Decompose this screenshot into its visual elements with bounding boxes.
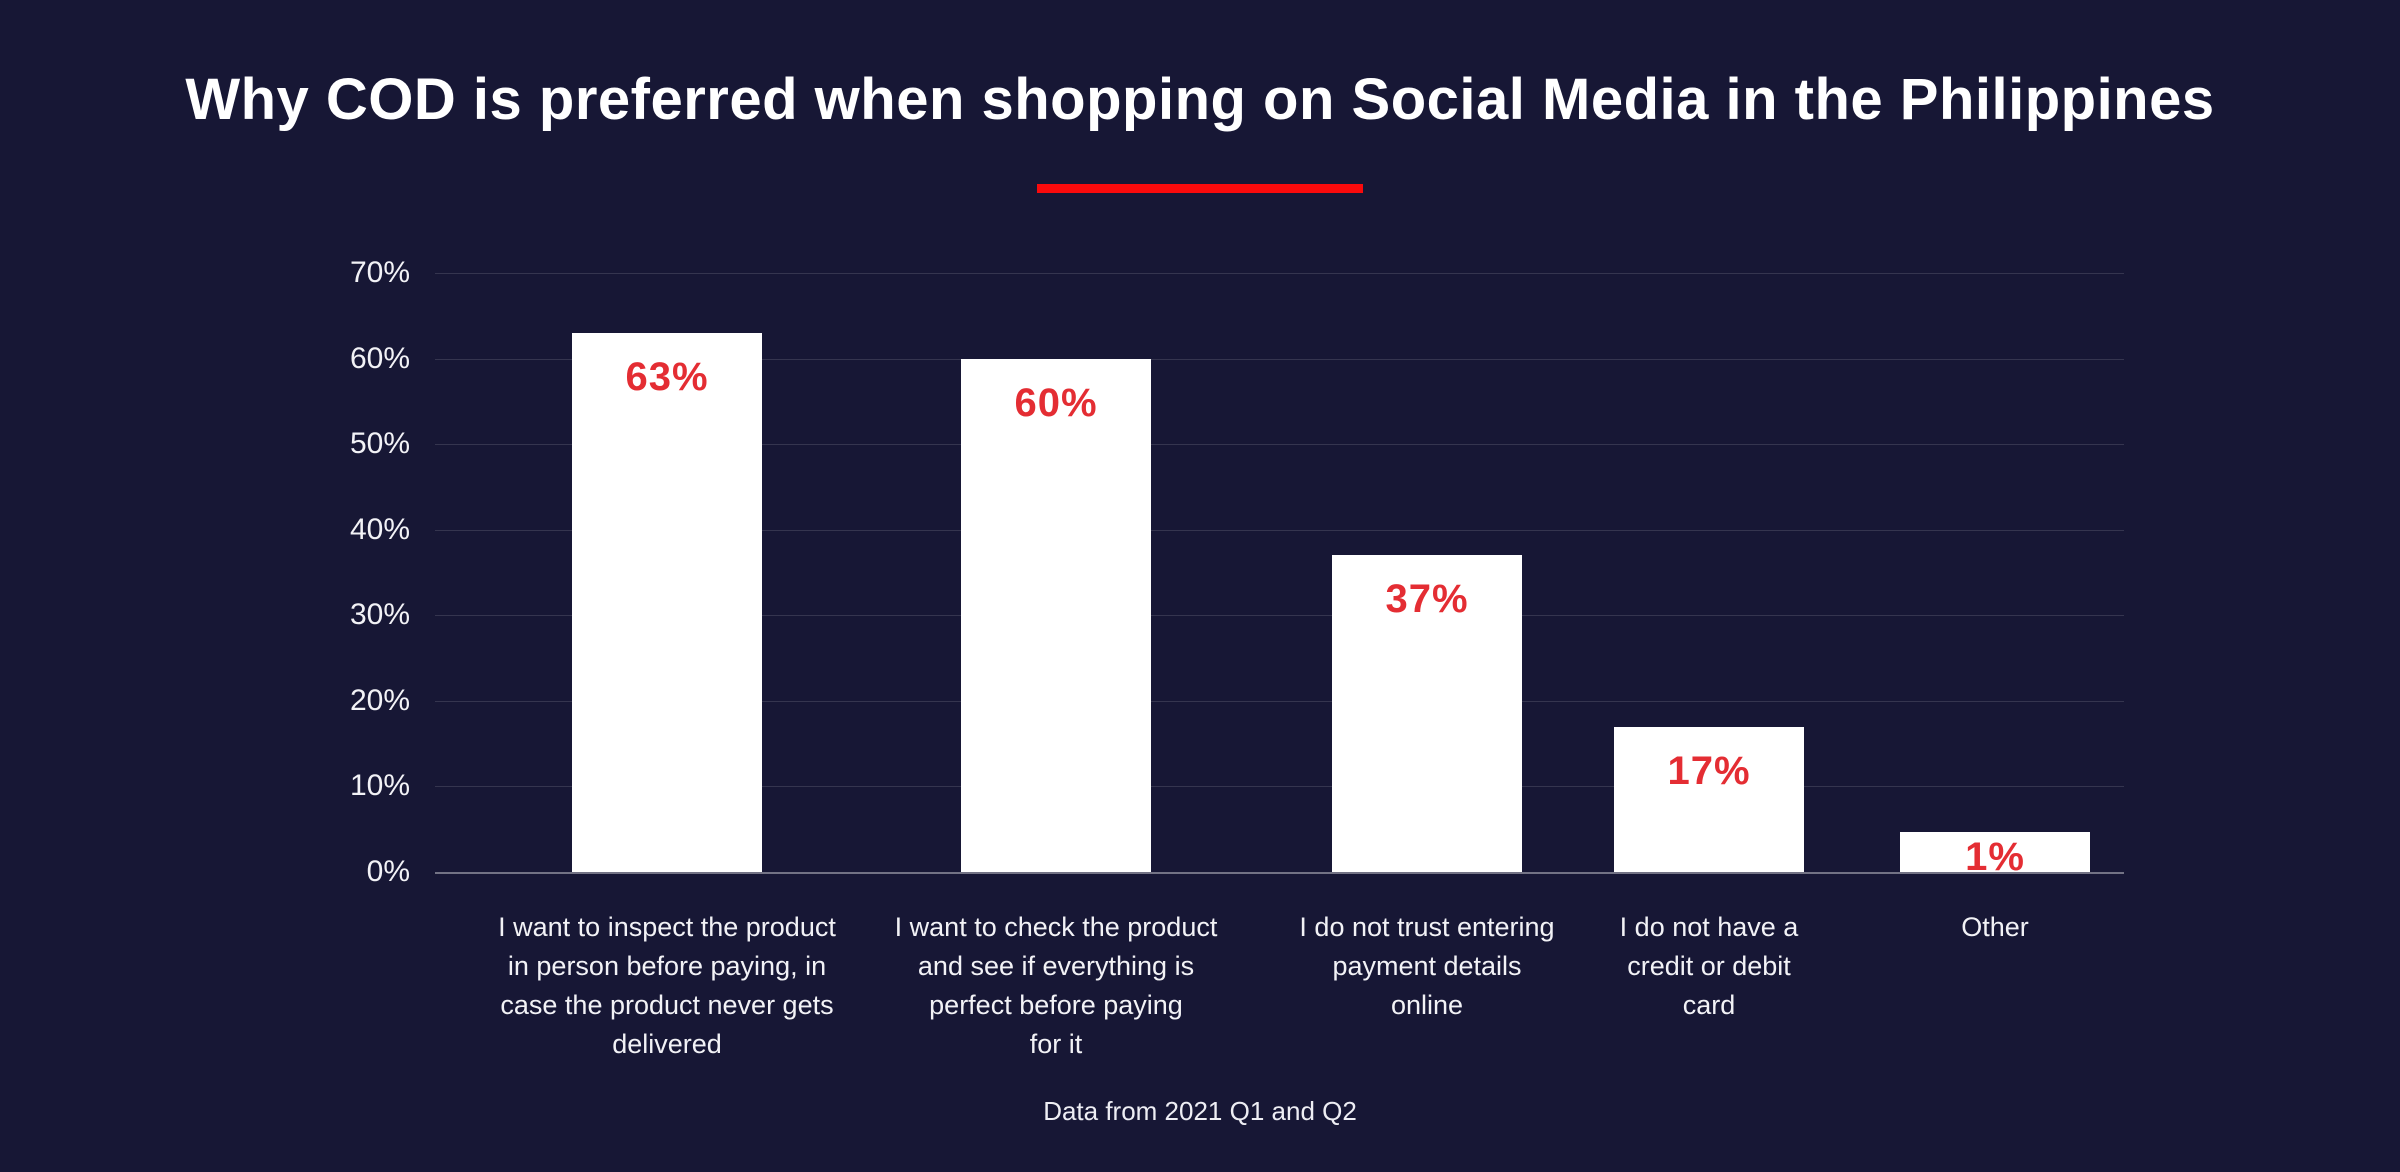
bar-1: 63% bbox=[572, 332, 762, 872]
y-tick-label-50: 50% bbox=[349, 427, 410, 461]
title-underline-divider bbox=[1037, 184, 1363, 193]
bar-4: 17% bbox=[1614, 726, 1804, 872]
category-label-3: I do not trust entering payment details … bbox=[1299, 912, 1555, 1020]
gridline-30 bbox=[435, 615, 2124, 617]
bar-value-label-2: 60% bbox=[1014, 380, 1098, 425]
bar-2: 60% bbox=[961, 358, 1151, 872]
bar-value-label-3: 37% bbox=[1385, 577, 1469, 622]
gridline-20 bbox=[435, 700, 2124, 702]
bar-value-label-5: 1% bbox=[1965, 835, 2025, 879]
bar-value-label-4: 17% bbox=[1667, 748, 1751, 793]
y-tick-label-40: 40% bbox=[349, 512, 410, 546]
y-tick-label-20: 20% bbox=[349, 683, 410, 717]
plot-area: 0% 10% 20% 30% 40% 50% 60% 70% 63% 60% 37% 17% 1% bbox=[0, 256, 2400, 888]
gridline-70 bbox=[435, 273, 2124, 274]
y-tick-label-60: 60% bbox=[349, 341, 410, 375]
category-label-2: I want to check the product and see if e… bbox=[894, 912, 1218, 1059]
gridline-0 bbox=[435, 872, 2124, 874]
category-label-4: I do not have a credit or debit card bbox=[1619, 912, 1799, 1020]
gridline-40 bbox=[435, 529, 2124, 531]
y-tick-label-0: 0% bbox=[366, 855, 410, 888]
gridline-50 bbox=[435, 444, 2124, 446]
bar-3: 37% bbox=[1332, 555, 1522, 872]
category-label-1: I want to inspect the product in person … bbox=[498, 912, 836, 1059]
y-tick-label-70: 70% bbox=[349, 256, 410, 289]
bar-value-label-1: 63% bbox=[625, 354, 709, 399]
gridline-60 bbox=[435, 358, 2124, 360]
y-tick-label-10: 10% bbox=[349, 769, 410, 803]
category-label-5: Other bbox=[1961, 912, 2029, 942]
bar-5: 1% bbox=[1900, 832, 2090, 879]
data-source-note: Data from 2021 Q1 and Q2 bbox=[1043, 1096, 1357, 1126]
gridline-10 bbox=[435, 786, 2124, 788]
y-tick-label-30: 30% bbox=[349, 598, 410, 632]
chart-title: Why COD is preferred when shopping on So… bbox=[185, 67, 2215, 132]
